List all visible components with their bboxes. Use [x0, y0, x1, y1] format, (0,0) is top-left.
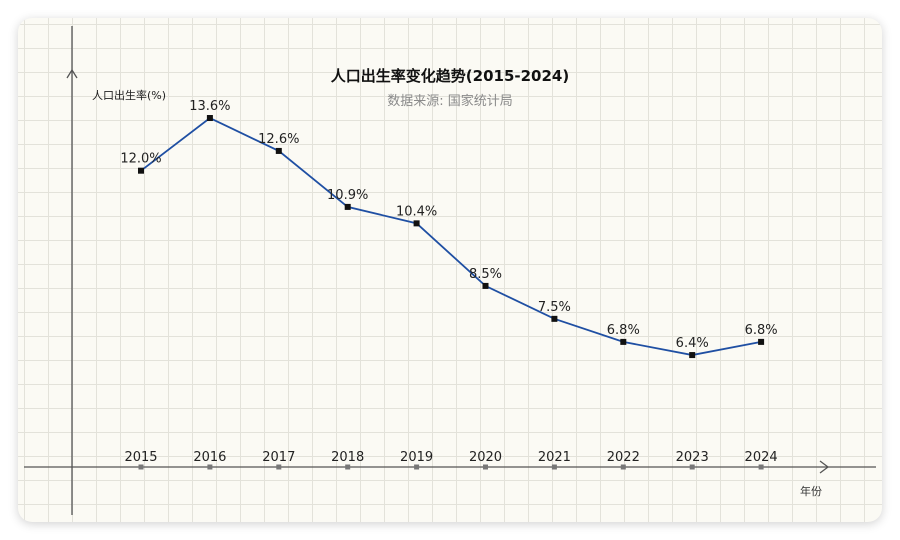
x-tick-label: 2023	[676, 450, 709, 465]
data-point	[758, 338, 765, 345]
x-tick-label: 2020	[469, 450, 502, 465]
data-label: 6.8%	[607, 323, 640, 338]
data-point	[551, 315, 558, 322]
y-axis-arrow	[66, 68, 78, 79]
x-tick-label: 2016	[193, 450, 226, 465]
x-tick-mark	[345, 464, 351, 470]
x-axis-label: 年份	[800, 484, 822, 498]
data-point	[620, 338, 627, 345]
line-chart: 人口出生率变化趋势(2015-2024) 数据来源: 国家统计局 人口出生率(%…	[24, 26, 876, 515]
x-tick-mark	[620, 464, 626, 470]
data-label: 13.6%	[189, 99, 230, 114]
data-point	[413, 220, 420, 227]
data-label: 10.4%	[396, 204, 437, 219]
x-ticks: 2015 2016 2017 2018 2019 2020 2021 2022 2023 2024	[124, 450, 778, 470]
x-tick-mark	[483, 464, 488, 470]
x-tick-label: 2022	[607, 450, 640, 465]
series-group: 12.0% 13.6% 12.6% 10.9% 10.4% 8.5% 7.5% 6.8% 6.4…	[120, 99, 778, 359]
data-point	[344, 203, 351, 210]
x-tick-label: 2024	[745, 450, 778, 465]
x-tick-mark	[138, 464, 144, 470]
x-tick-label: 2019	[400, 450, 433, 465]
x-tick-mark	[758, 464, 764, 470]
x-tick-label: 2018	[331, 450, 364, 465]
chart-subtitle: 数据来源: 国家统计局	[387, 93, 513, 109]
data-label: 12.0%	[120, 152, 161, 167]
x-tick-label: 2017	[262, 450, 295, 465]
y-axis-label: 人口出生率(%)	[92, 88, 166, 102]
x-tick-mark	[276, 464, 282, 470]
data-point	[138, 167, 144, 174]
data-point	[482, 282, 489, 289]
x-tick-label: 2021	[538, 450, 571, 465]
chart-title: 人口出生率变化趋势(2015-2024)	[331, 67, 569, 85]
axes	[24, 26, 876, 515]
x-tick-mark	[414, 464, 420, 470]
data-label: 7.5%	[538, 300, 571, 315]
data-label: 12.6%	[258, 132, 299, 147]
x-axis-arrow	[819, 460, 830, 474]
data-label: 8.5%	[469, 267, 502, 282]
data-point	[206, 115, 213, 122]
x-tick-mark	[551, 464, 557, 470]
data-point	[275, 147, 282, 154]
x-tick-mark	[689, 464, 695, 470]
data-label: 10.9%	[327, 188, 368, 203]
chart-card: 人口出生率变化趋势(2015-2024) 数据来源: 国家统计局 人口出生率(%…	[18, 18, 882, 522]
x-tick-label: 2015	[124, 450, 157, 465]
x-tick-mark	[207, 464, 213, 470]
series-line	[140, 116, 762, 356]
data-point	[689, 352, 696, 359]
data-label: 6.4%	[676, 336, 709, 351]
data-label: 6.8%	[745, 323, 778, 338]
